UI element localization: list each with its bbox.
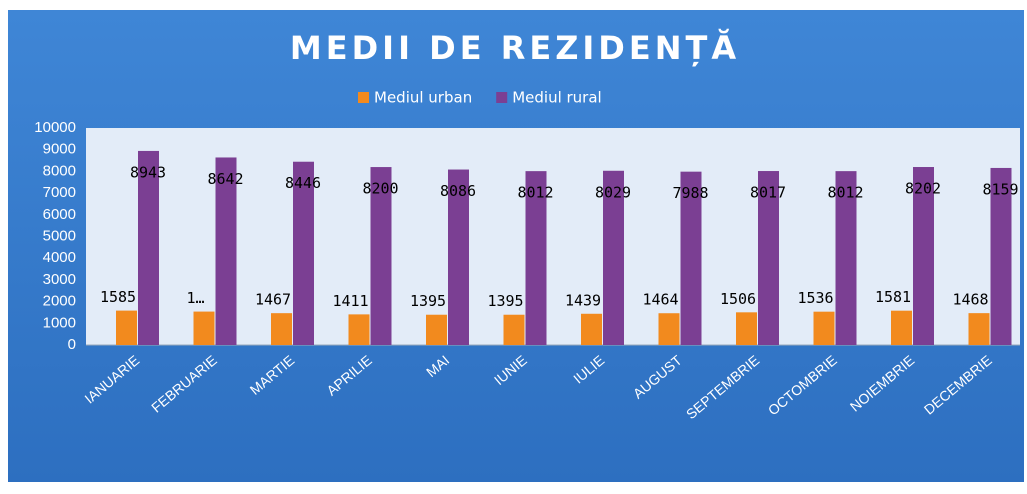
bar [193,311,215,345]
y-tick-label: 0 [68,336,76,353]
y-tick-label: 3000 [43,271,76,288]
legend-swatch [358,92,369,103]
data-label: 1585 [100,288,136,306]
data-label: 8446 [285,174,321,192]
bar [138,150,159,345]
data-label: 1… [186,289,204,307]
data-label: 1536 [797,289,833,307]
data-label: 1439 [565,291,601,309]
bar [448,169,469,345]
data-label: 8029 [595,183,631,201]
plot-area [86,128,1020,345]
legend: Mediul urban Mediul rural [358,89,602,107]
bar [835,171,857,345]
data-label: 1395 [487,292,523,310]
data-label: 8017 [750,184,786,202]
data-label: 8943 [130,163,166,181]
bar [603,170,624,345]
data-label: 1411 [332,292,368,310]
bar [426,314,447,345]
data-label: 1464 [642,291,678,309]
bar [348,314,370,345]
bar [680,171,702,345]
bar [758,171,779,345]
bar [891,310,912,345]
data-label: 8200 [362,180,398,198]
data-label: 1506 [720,290,756,308]
data-label: 8086 [440,182,476,200]
data-label: 1581 [875,288,911,306]
y-tick-label: 1000 [43,314,76,331]
bar [813,311,835,345]
data-label: 8159 [982,180,1018,198]
y-tick-label: 5000 [43,227,76,244]
data-label: 1468 [952,291,988,309]
data-label: 7988 [672,184,708,202]
bar [271,313,292,345]
data-label: 8012 [827,184,863,202]
bar [968,313,990,345]
data-label: 1395 [410,292,446,310]
bar [370,167,392,345]
y-tick-label: 9000 [43,141,76,158]
bar [990,167,1012,345]
data-label: 8642 [207,170,243,188]
bar [581,313,602,345]
y-tick-label: 10000 [34,119,76,136]
legend-swatch [496,92,508,103]
data-label: 8012 [517,184,553,202]
bar [913,167,934,345]
y-tick-label: 8000 [43,162,76,179]
bar [736,312,757,345]
y-tick-label: 4000 [43,249,76,266]
data-label: 8202 [905,180,941,198]
bar [525,171,547,345]
y-tick-label: 2000 [43,293,76,310]
y-tick-label: 7000 [43,184,76,201]
data-label: 1467 [255,291,291,309]
chart-title: MEDII DE REZIDENȚĂ [290,29,740,67]
y-tick-label: 6000 [43,206,76,223]
bar [503,314,525,345]
bar [293,161,314,345]
legend-label: Mediul urban [374,89,472,107]
bar [658,313,680,345]
legend-label: Mediul rural [512,89,602,107]
bar [215,157,237,345]
bar [116,310,137,345]
